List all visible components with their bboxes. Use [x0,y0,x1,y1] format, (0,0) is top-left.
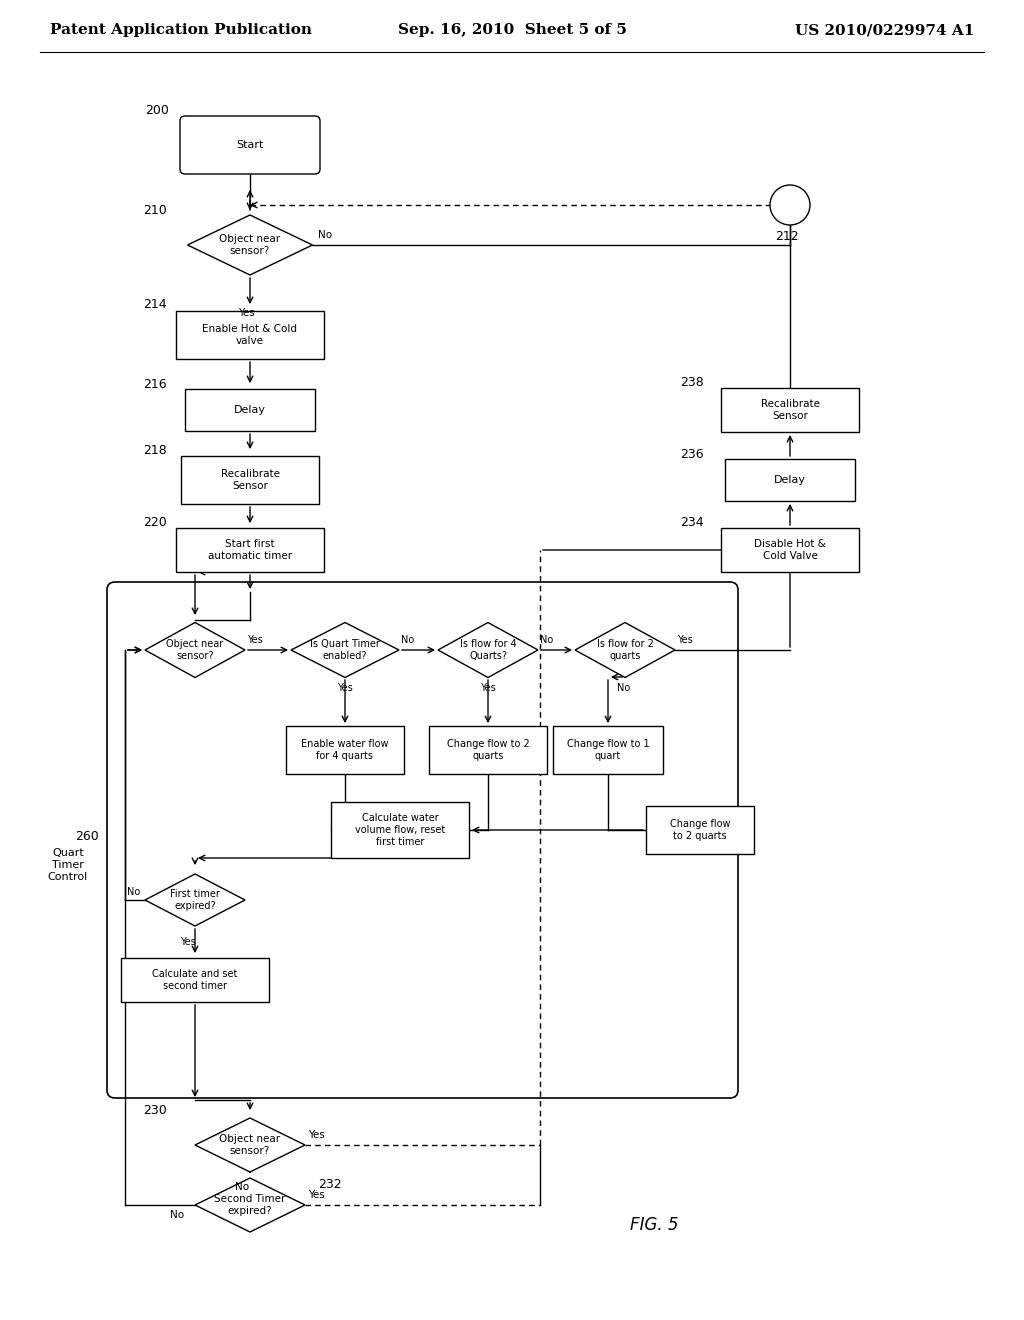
Text: Start: Start [237,140,264,150]
Polygon shape [575,623,675,677]
Text: 232: 232 [318,1179,342,1192]
Polygon shape [145,874,245,927]
Text: No: No [318,230,332,240]
Bar [429,726,547,774]
Text: Is Quart Timer
enabled?: Is Quart Timer enabled? [310,639,380,661]
Bar [721,388,859,432]
Text: Change flow to 1
quart: Change flow to 1 quart [566,739,649,760]
Polygon shape [291,623,399,677]
Polygon shape [195,1118,305,1172]
Text: Yes: Yes [238,308,255,318]
Bar [721,528,859,572]
Text: Start first
automatic timer: Start first automatic timer [208,539,292,561]
Text: No: No [617,682,630,693]
Text: Disable Hot &
Cold Valve: Disable Hot & Cold Valve [754,539,826,561]
Text: Calculate and set
second timer: Calculate and set second timer [153,969,238,991]
Text: 234: 234 [680,516,703,528]
Text: Yes: Yes [677,635,693,645]
Bar [176,528,324,572]
Text: Yes: Yes [308,1130,325,1140]
Text: Enable water flow
for 4 quarts: Enable water flow for 4 quarts [301,739,389,760]
Text: No: No [127,887,140,898]
Text: 238: 238 [680,375,703,388]
Bar [286,726,404,774]
Text: 216: 216 [143,379,167,392]
Text: Yes: Yes [480,682,496,693]
Text: Object near
sensor?: Object near sensor? [219,234,281,256]
Text: US 2010/0229974 A1: US 2010/0229974 A1 [795,22,974,37]
Text: Patent Application Publication: Patent Application Publication [50,22,312,37]
Polygon shape [187,215,312,275]
Text: 230: 230 [143,1105,167,1118]
Text: No: No [234,1181,249,1192]
Text: Is flow for 2
quarts: Is flow for 2 quarts [597,639,653,661]
Text: Change flow to 2
quarts: Change flow to 2 quarts [446,739,529,760]
Text: 210: 210 [143,203,167,216]
Bar [725,459,855,502]
Bar [181,455,319,504]
Text: Yes: Yes [247,635,263,645]
Text: Second Timer
expired?: Second Timer expired? [214,1195,286,1216]
Text: 212: 212 [775,231,799,243]
Text: Object near
sensor?: Object near sensor? [166,639,223,661]
Polygon shape [145,623,245,677]
Polygon shape [438,623,538,677]
Text: Sep. 16, 2010  Sheet 5 of 5: Sep. 16, 2010 Sheet 5 of 5 [397,22,627,37]
Text: 220: 220 [143,516,167,528]
Text: 236: 236 [680,449,703,462]
Text: Object near
sensor?: Object near sensor? [219,1134,281,1156]
Text: First timer
expired?: First timer expired? [170,890,220,911]
Bar [176,312,324,359]
Bar [185,389,315,432]
Bar [121,958,269,1002]
Bar [331,803,469,858]
Text: Calculate water
volume flow, reset
first timer: Calculate water volume flow, reset first… [355,813,445,846]
Text: 214: 214 [143,298,167,312]
Text: Is flow for 4
Quarts?: Is flow for 4 Quarts? [460,639,516,661]
Text: Yes: Yes [308,1191,325,1200]
FancyBboxPatch shape [106,582,738,1098]
Polygon shape [195,1177,305,1232]
FancyBboxPatch shape [180,116,319,174]
Text: Yes: Yes [180,937,196,946]
Bar [553,726,663,774]
Text: Delay: Delay [774,475,806,484]
Text: Recalibrate
Sensor: Recalibrate Sensor [761,399,819,421]
Text: No: No [170,1210,184,1220]
Text: Yes: Yes [337,682,352,693]
Bar [646,807,754,854]
Text: 260: 260 [75,830,98,843]
Text: Enable Hot & Cold
valve: Enable Hot & Cold valve [203,325,298,346]
Text: 218: 218 [143,444,167,457]
Text: Change flow
to 2 quarts: Change flow to 2 quarts [670,820,730,841]
Text: Quart
Timer
Control: Quart Timer Control [48,849,88,882]
Text: Delay: Delay [234,405,266,414]
Text: 200: 200 [145,103,169,116]
Text: FIG. 5: FIG. 5 [630,1216,679,1234]
Text: Recalibrate
Sensor: Recalibrate Sensor [220,469,280,491]
Text: No: No [540,635,553,645]
Text: No: No [401,635,415,645]
Circle shape [770,185,810,224]
